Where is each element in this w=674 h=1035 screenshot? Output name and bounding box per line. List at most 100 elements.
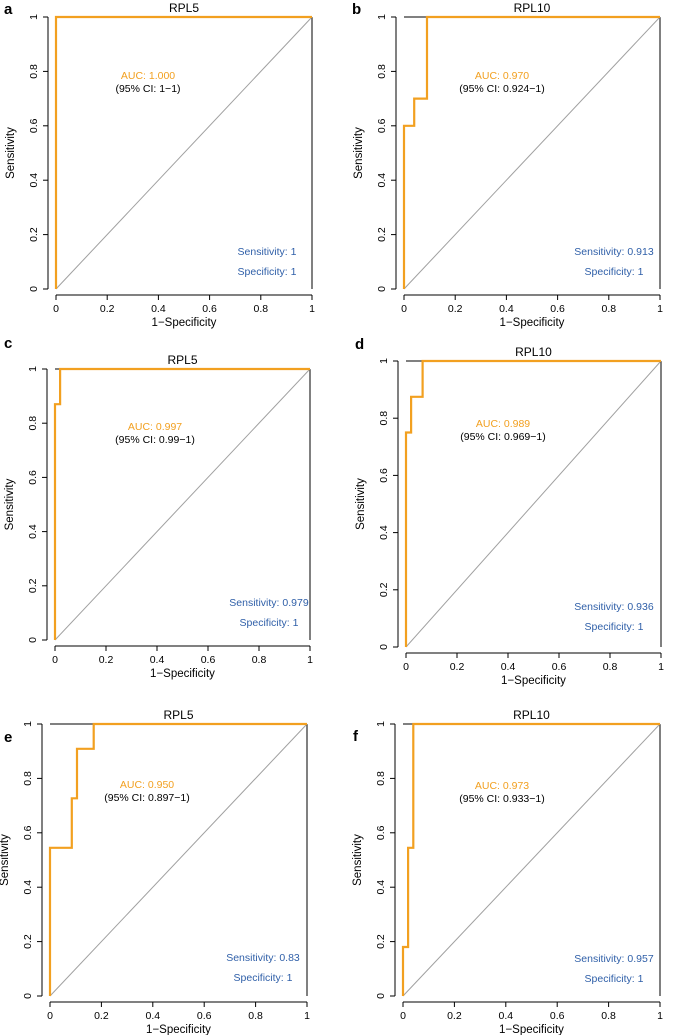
x-tick-label: 0.6 — [550, 1010, 565, 1022]
y-tick-label: 1 — [27, 366, 39, 372]
x-tick-label: 0.6 — [550, 303, 565, 315]
x-tick-label: 0 — [47, 1010, 53, 1022]
y-tick-label: 0.8 — [27, 416, 39, 431]
specificity-label: Specificity: 1 — [585, 621, 644, 633]
auc-label: AUC: 0.997 — [128, 421, 182, 433]
ci-label: (95% CI: 0.99−1) — [115, 434, 195, 446]
auc-label: AUC: 0.973 — [475, 780, 529, 792]
x-axis-label: 1−Specificity — [152, 317, 217, 329]
roc-curve — [404, 359, 661, 647]
y-tick-label: 0.6 — [27, 470, 39, 485]
reference-diagonal — [49, 723, 308, 997]
y-tick-label: 0.6 — [22, 825, 34, 840]
x-tick-label: 0.6 — [202, 303, 217, 315]
y-tick-label: 0.8 — [28, 64, 40, 79]
x-tick-label: 0.4 — [145, 1010, 160, 1022]
sensitivity-label: Sensitivity: 0.979 — [229, 597, 309, 609]
x-tick-label: 0.6 — [201, 654, 216, 666]
y-tick-label: 0.2 — [375, 934, 387, 949]
chart-title: RPL5 — [163, 708, 193, 722]
x-tick-label: 1 — [309, 303, 315, 315]
panel-letter: c — [4, 335, 12, 352]
x-tick-label: 0 — [401, 303, 407, 315]
roc-curve — [53, 367, 310, 640]
y-axis-label: Sensitivity — [4, 478, 16, 530]
auc-label: AUC: 0.950 — [120, 779, 174, 791]
y-tick-label: 1 — [378, 358, 390, 364]
roc-curve — [401, 722, 660, 996]
reference-diagonal — [405, 360, 662, 648]
x-axis-label: 1−Specificity — [150, 668, 215, 680]
x-tick-label: 0.2 — [100, 303, 115, 315]
y-axis-label: Sensitivity — [5, 127, 17, 179]
x-tick-label: 1 — [657, 303, 663, 315]
x-tick-label: 0 — [53, 303, 59, 315]
y-tick-label: 0 — [376, 286, 388, 292]
chart-title: RPL10 — [515, 345, 552, 359]
x-axis-label: 1−Specificity — [146, 1024, 211, 1035]
y-tick-label: 0.6 — [376, 118, 388, 133]
y-tick-label: 0 — [378, 644, 390, 650]
specificity-label: Specificity: 1 — [240, 617, 299, 629]
reference-diagonal — [54, 368, 311, 641]
y-tick-label: 0.2 — [376, 227, 388, 242]
x-tick-label: 0.2 — [450, 661, 465, 673]
y-tick-label: 0.4 — [378, 525, 390, 540]
specificity-label: Specificity: 1 — [585, 973, 644, 985]
roc-curve — [402, 15, 660, 289]
y-tick-label: 0.8 — [22, 771, 34, 786]
y-axis-label: Sensitivity — [353, 127, 365, 179]
x-tick-label: 1 — [657, 1010, 663, 1022]
y-tick-label: 0.4 — [22, 880, 34, 895]
x-tick-label: 0.2 — [99, 654, 114, 666]
y-axis-label: Sensitivity — [355, 478, 367, 530]
reference-diagonal — [402, 723, 661, 997]
x-tick-label: 1 — [307, 654, 313, 666]
roc-curve — [48, 722, 307, 996]
auc-label: AUC: 0.970 — [475, 70, 529, 82]
x-tick-label: 0.8 — [253, 303, 268, 315]
y-tick-label: 0.4 — [375, 880, 387, 895]
x-tick-label: 0 — [400, 1010, 406, 1022]
ci-label: (95% CI: 0.969−1) — [460, 431, 546, 443]
y-tick-label: 0 — [27, 637, 39, 643]
y-tick-label: 0.4 — [376, 173, 388, 188]
y-tick-label: 0 — [375, 993, 387, 999]
x-tick-label: 0 — [403, 661, 409, 673]
y-tick-label: 0.6 — [375, 825, 387, 840]
specificity-label: Specificity: 1 — [585, 266, 644, 278]
y-tick-label: 1 — [375, 721, 387, 727]
x-axis-label: 1−Specificity — [501, 675, 566, 687]
y-axis-label: Sensitivity — [0, 834, 11, 886]
x-tick-label: 0.8 — [248, 1010, 263, 1022]
panel-letter: e — [4, 729, 12, 746]
y-tick-label: 0.8 — [376, 64, 388, 79]
ci-label: (95% CI: 0.924−1) — [459, 83, 545, 95]
ci-label: (95% CI: 1−1) — [115, 83, 180, 95]
panel-letter: d — [355, 336, 364, 353]
y-tick-label: 1 — [376, 14, 388, 20]
x-tick-label: 0.4 — [498, 1010, 513, 1022]
roc-panel-d: d RPL10 0 0.2 0.4 0.6 0.8 1 0 0.2 0.4 0.6 0.8 1 1−Spec… — [355, 336, 664, 687]
panel-letter: f — [353, 728, 359, 745]
y-tick-label: 0.8 — [375, 771, 387, 786]
x-tick-label: 0.4 — [501, 661, 516, 673]
x-tick-label: 0.2 — [448, 303, 463, 315]
y-tick-label: 1 — [28, 14, 40, 20]
roc-curve — [54, 15, 312, 289]
y-tick-label: 0.2 — [28, 227, 40, 242]
roc-panel-b: b RPL10 0 0.2 0.4 0.6 0.8 1 0 0.2 0.4 0.6 0.8 1 1−Spec… — [352, 1, 663, 329]
x-axis-label: 1−Specificity — [499, 1024, 564, 1035]
chart-title: RPL10 — [513, 708, 550, 722]
roc-panel-c: c RPL5 0 0.2 0.4 0.6 0.8 1 0 0.2 0.4 0.6 0.8 1 1−Speci… — [4, 335, 313, 680]
x-tick-label: 0.6 — [197, 1010, 212, 1022]
reference-diagonal — [55, 16, 313, 290]
y-tick-label: 0.2 — [27, 578, 39, 593]
x-tick-label: 1 — [658, 661, 664, 673]
x-tick-label: 0 — [52, 654, 58, 666]
y-tick-label: 0 — [28, 286, 40, 292]
roc-panel-a: a RPL5 0 0.2 0.4 0.6 0.8 1 0 0.2 0.4 0.6 0.8 1 1−Speci… — [4, 1, 315, 329]
auc-label: AUC: 1.000 — [121, 70, 175, 82]
x-tick-label: 0.8 — [603, 661, 618, 673]
